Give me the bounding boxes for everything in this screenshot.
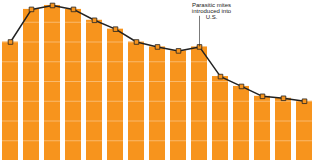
svg-text:Parasitic mitesintroduced into: Parasitic mitesintroduced intoU.S. <box>192 2 232 20</box>
